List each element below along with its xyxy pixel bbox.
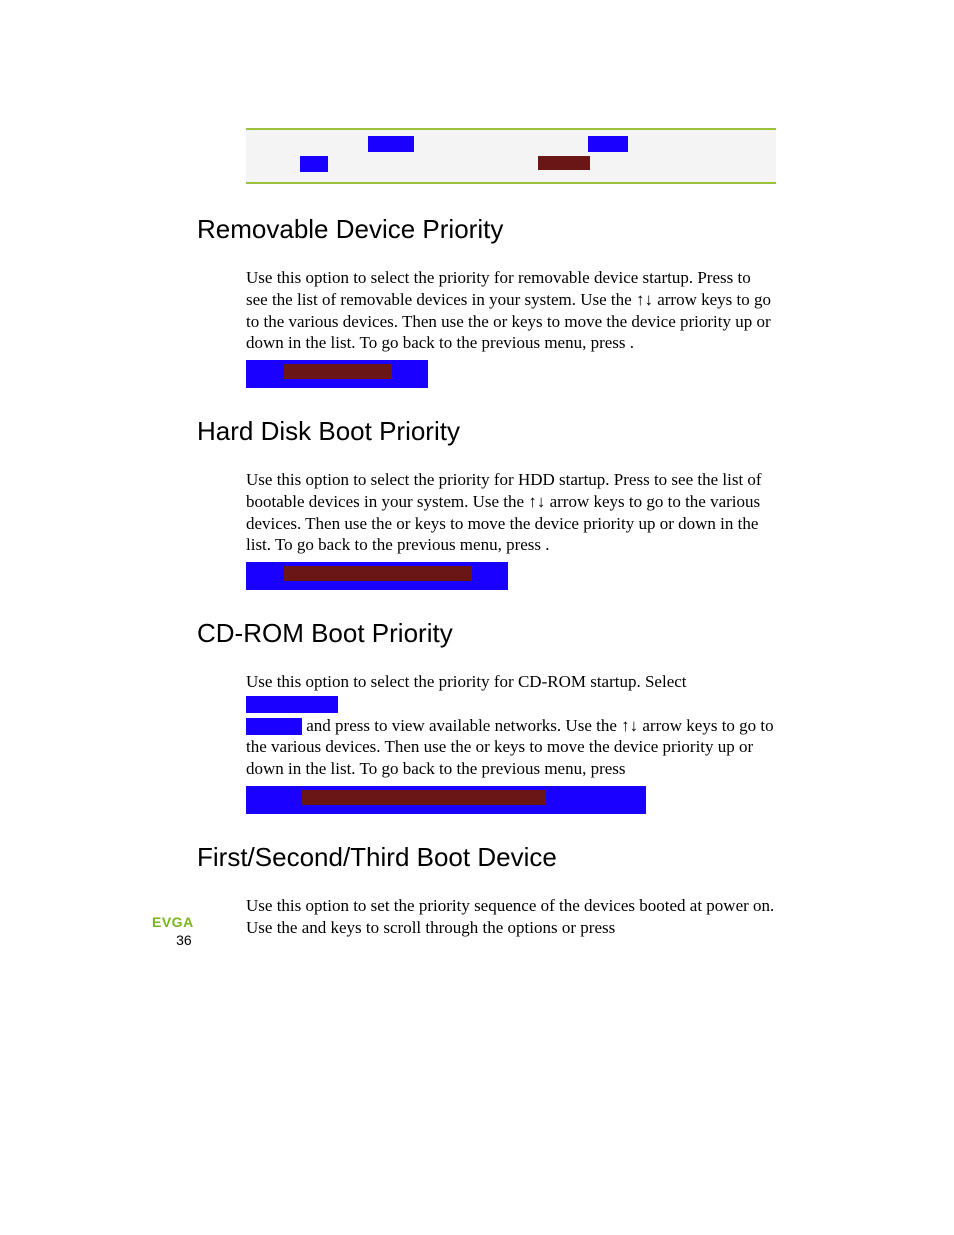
text-fragment: and press to view available networks. Us… — [246, 716, 774, 779]
redaction-block — [368, 136, 414, 152]
badge-inner — [284, 364, 392, 379]
note-row-2 — [260, 156, 762, 174]
badge-inner — [284, 566, 472, 581]
badge-inner — [302, 790, 546, 805]
section-heading: Hard Disk Boot Priority — [197, 416, 776, 447]
note-row-1 — [260, 136, 762, 154]
info-badge — [246, 562, 508, 590]
redaction-block — [300, 156, 328, 172]
document-page: Removable Device Priority Use this optio… — [0, 0, 954, 1235]
info-badge — [246, 360, 428, 388]
section-cdrom: CD-ROM Boot Priority Use this option to … — [197, 618, 776, 814]
badge-row — [246, 562, 776, 590]
info-badge — [246, 786, 646, 814]
section-heading: Removable Device Priority — [197, 214, 776, 245]
redaction-block — [538, 156, 590, 170]
section-heading: First/Second/Third Boot Device — [197, 842, 776, 873]
badge-row — [246, 786, 776, 814]
section-body: Use this option to select the priority f… — [246, 267, 776, 354]
footer-brand: EVGA — [152, 914, 194, 932]
redaction-block — [588, 136, 628, 152]
text-fragment: Use this option to select the priority f… — [246, 672, 687, 691]
badge-row — [246, 360, 776, 388]
section-body: Use this option to select the priority f… — [246, 469, 776, 556]
footer-page-number: 36 — [152, 932, 194, 950]
section-removable: Removable Device Priority Use this optio… — [197, 214, 776, 388]
section-body: Use this option to set the priority sequ… — [246, 895, 776, 939]
redaction-block — [246, 718, 302, 735]
page-footer: EVGA 36 — [152, 914, 194, 949]
section-hdd: Hard Disk Boot Priority Use this option … — [197, 416, 776, 590]
section-boot-device: First/Second/Third Boot Device Use this … — [197, 842, 776, 939]
redaction-block — [246, 696, 338, 713]
note-box — [246, 128, 776, 184]
section-heading: CD-ROM Boot Priority — [197, 618, 776, 649]
section-body: Use this option to select the priority f… — [246, 671, 776, 780]
